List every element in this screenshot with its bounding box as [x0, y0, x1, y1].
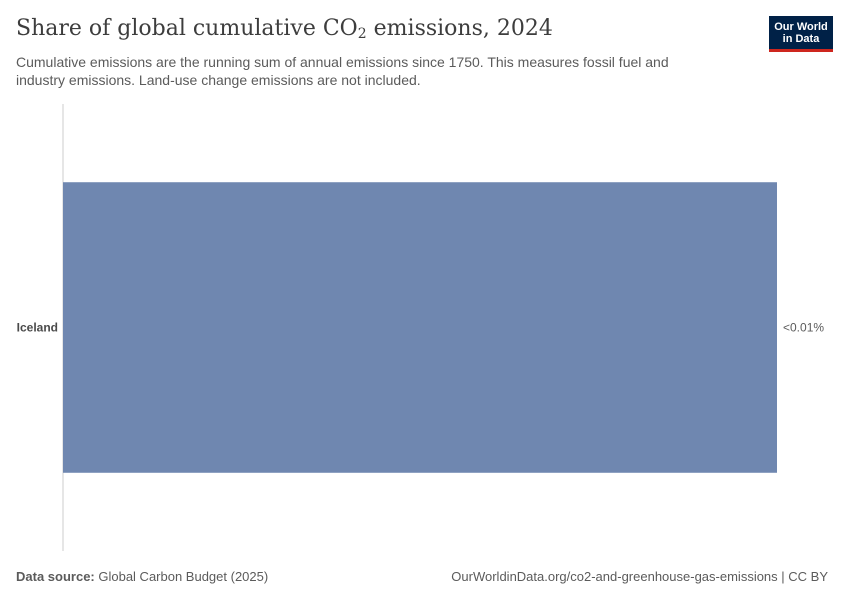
bars-group: Iceland <0.01% — [17, 182, 824, 473]
logo-line-2: in Data — [782, 33, 820, 45]
bar-iceland[interactable] — [63, 182, 777, 473]
chart-subtitle: Cumulative emissions are the running sum… — [16, 54, 669, 88]
data-source: Data source: Global Carbon Budget (2025) — [16, 569, 268, 584]
title-tail: emissions, 2024 — [366, 16, 553, 41]
source-text[interactable]: Global Carbon Budget (2025) — [94, 569, 269, 584]
footer-url[interactable]: OurWorldinData.org/co2-and-greenhouse-ga… — [451, 569, 828, 584]
source-label: Data source: — [16, 569, 95, 584]
category-label: Iceland — [17, 321, 58, 335]
logo-line-1: Our World — [774, 21, 828, 33]
title-subscript: 2 — [357, 26, 367, 42]
owid-logo[interactable]: Our World in Data — [769, 16, 833, 52]
chart-title: Share of global cumulative CO2 emissions… — [16, 16, 553, 42]
value-label: <0.01% — [783, 321, 824, 335]
title-main: Share of global cumulative CO — [16, 16, 358, 41]
